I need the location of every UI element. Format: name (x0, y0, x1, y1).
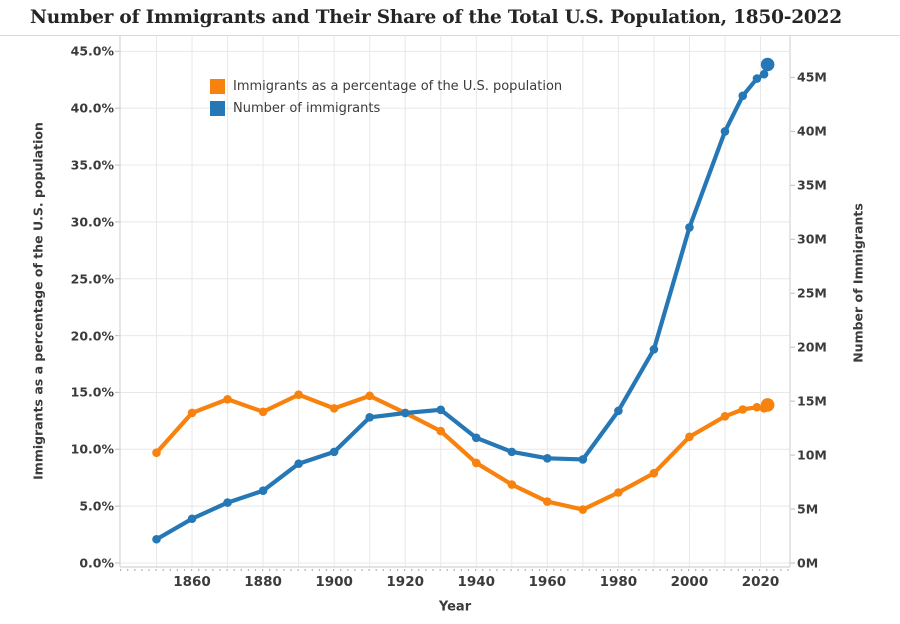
share-series-point (738, 405, 748, 414)
x-axis-tick-label: 1860 (173, 574, 211, 590)
share-series-point (471, 458, 481, 468)
count-series-point (543, 454, 552, 463)
share-series-point (649, 468, 659, 478)
legend-item-share: Immigrants as a percentage of the U.S. p… (210, 79, 562, 94)
right-axis-tick-label: 0M (797, 555, 819, 571)
share-series-point (578, 505, 588, 514)
left-axis-tick-label: 40.0% (70, 100, 114, 116)
count-series-point (752, 74, 762, 83)
x-axis-tick-label: 2000 (670, 574, 709, 590)
right-axis-tick-label: 30M (797, 231, 827, 247)
right-axis-tick-label: 20M (797, 339, 827, 355)
share-series-point (329, 404, 339, 413)
count-series-point-final (760, 57, 775, 72)
count-series-point (685, 223, 694, 232)
share-series-point (223, 394, 232, 404)
right-axis-tick-label: 35M (797, 177, 827, 193)
count-series-point (471, 433, 481, 443)
share-series-point-final (760, 398, 775, 412)
count-series-point (578, 455, 588, 464)
share-series-point (720, 412, 730, 421)
share-series-point (752, 402, 762, 412)
share-series-point (507, 480, 517, 489)
count-series-point (329, 447, 339, 457)
count-series-line (154, 62, 770, 542)
share-series-point (258, 407, 268, 417)
chart-legend: Immigrants as a percentage of the U.S. p… (210, 79, 562, 116)
x-axis-tick-label: 1940 (457, 574, 496, 590)
x-axis-tick-label: 1920 (386, 574, 424, 590)
chart-title: Number of Immigrants and Their Share of … (30, 7, 842, 28)
left-axis-tick-label: 20.0% (70, 328, 114, 344)
count-series-point (365, 413, 374, 422)
right-axis-tick-label: 5M (797, 501, 819, 517)
share-series-point (543, 497, 552, 506)
x-axis-tick-label: 1900 (315, 574, 353, 590)
share-series-swatch-icon (210, 79, 225, 94)
share-series-point (187, 408, 197, 418)
count-series-point (720, 127, 730, 136)
count-series-point (738, 91, 748, 101)
left-axis-tick-label: 15.0% (70, 384, 114, 400)
count-series-point (507, 447, 517, 457)
right-axis-tick-label: 15M (797, 393, 827, 409)
legend-label-share: Immigrants as a percentage of the U.S. p… (233, 79, 563, 94)
x-axis-tick-label: 2020 (741, 574, 780, 590)
share-series-point (152, 448, 161, 458)
left-axis-tick-label: 5.0% (79, 498, 114, 514)
legend-item-count: Number of immigrants (210, 101, 562, 116)
count-series-point (258, 486, 268, 496)
x-axis-tick-label: 1960 (528, 574, 567, 590)
right-axis-tick-label: 40M (797, 123, 827, 139)
count-series-point (759, 69, 769, 79)
left-axis-tick-label: 10.0% (70, 441, 114, 457)
x-axis-tick-label: 1980 (599, 574, 638, 590)
count-series-point (400, 408, 410, 418)
right-axis-tick-label: 25M (797, 285, 827, 301)
x-axis-tick-label: 1880 (244, 574, 282, 590)
legend-label-count: Number of immigrants (233, 101, 381, 116)
left-axis-tick-label: 35.0% (70, 157, 114, 173)
share-series-point (614, 488, 623, 497)
count-series-point (294, 459, 303, 469)
count-series-point (152, 534, 161, 544)
count-series-swatch-icon (210, 101, 225, 116)
right-axis-tick-label: 10M (797, 447, 827, 463)
right-axis-tick-label: 45M (797, 69, 827, 85)
share-series-line (154, 392, 770, 512)
left-axis-tick-label: 25.0% (70, 271, 114, 287)
title-divider (0, 35, 900, 36)
right-axis-title: Number of Immigrants (850, 203, 866, 363)
left-axis-tick-label: 30.0% (70, 214, 114, 230)
count-series-point (223, 498, 232, 507)
share-series-point (294, 390, 303, 400)
share-series-point (436, 426, 446, 436)
count-series-point (436, 405, 446, 415)
left-axis-tick-label: 45.0% (70, 43, 114, 59)
count-series-point (614, 406, 623, 416)
share-series-point (685, 432, 694, 442)
left-axis-tick-label: 0.0% (79, 555, 114, 571)
left-axis-title: Immigrants as a percentage of the U.S. p… (30, 122, 46, 480)
count-series-point (649, 345, 659, 354)
count-series-point (187, 514, 197, 524)
share-series-point (365, 391, 374, 401)
x-axis-title: Year (438, 599, 472, 615)
